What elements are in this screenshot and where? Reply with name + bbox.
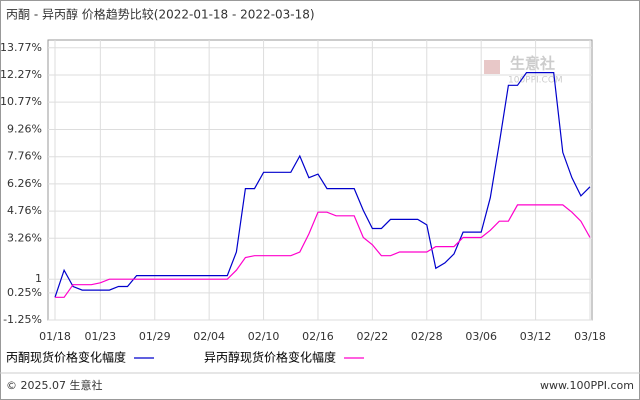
footer-site: www.100PPI.com <box>540 379 634 392</box>
x-tick-label: 03/06 <box>465 330 497 343</box>
legend-label: 异丙醇现货价格变化幅度 <box>204 350 336 365</box>
x-tick-label: 01/23 <box>84 330 116 343</box>
watermark-name: 生意社 <box>510 55 555 73</box>
x-tick-label: 01/18 <box>39 330 71 343</box>
legend-label: 丙酮现货价格变化幅度 <box>6 350 126 365</box>
y-tick-label: 1 <box>35 272 42 285</box>
x-tick-label: 02/04 <box>193 330 225 343</box>
y-tick-label: 9.26% <box>7 123 42 136</box>
x-tick-label: 03/18 <box>574 330 606 343</box>
y-tick-label: 4.76% <box>7 204 42 217</box>
footer-copyright: © 2025.07 生意社 <box>6 378 102 392</box>
y-tick-label: 13.77% <box>0 41 42 54</box>
x-tick-label: 02/10 <box>248 330 280 343</box>
y-tick-label: -1.25% <box>3 313 42 326</box>
x-tick-label: 02/28 <box>411 330 443 343</box>
y-tick-label: 10.77% <box>0 95 42 108</box>
y-tick-label: 0.25% <box>7 286 42 299</box>
x-tick-label: 01/29 <box>139 330 171 343</box>
watermark-logo <box>484 60 500 74</box>
y-tick-label: 7.76% <box>7 150 42 163</box>
x-tick-label: 02/16 <box>302 330 334 343</box>
series-line <box>55 204 591 298</box>
y-tick-label: 6.26% <box>7 177 42 190</box>
x-tick-label: 03/12 <box>520 330 552 343</box>
y-tick-label: 12.27% <box>0 68 42 81</box>
chart-title: 丙酮 - 异丙醇 价格趋势比较(2022-01-18 - 2022-03-18) <box>6 7 315 22</box>
y-tick-label: 3.26% <box>7 231 42 244</box>
x-tick-label: 02/22 <box>357 330 389 343</box>
plot-area <box>47 39 593 321</box>
series-line <box>54 72 591 298</box>
